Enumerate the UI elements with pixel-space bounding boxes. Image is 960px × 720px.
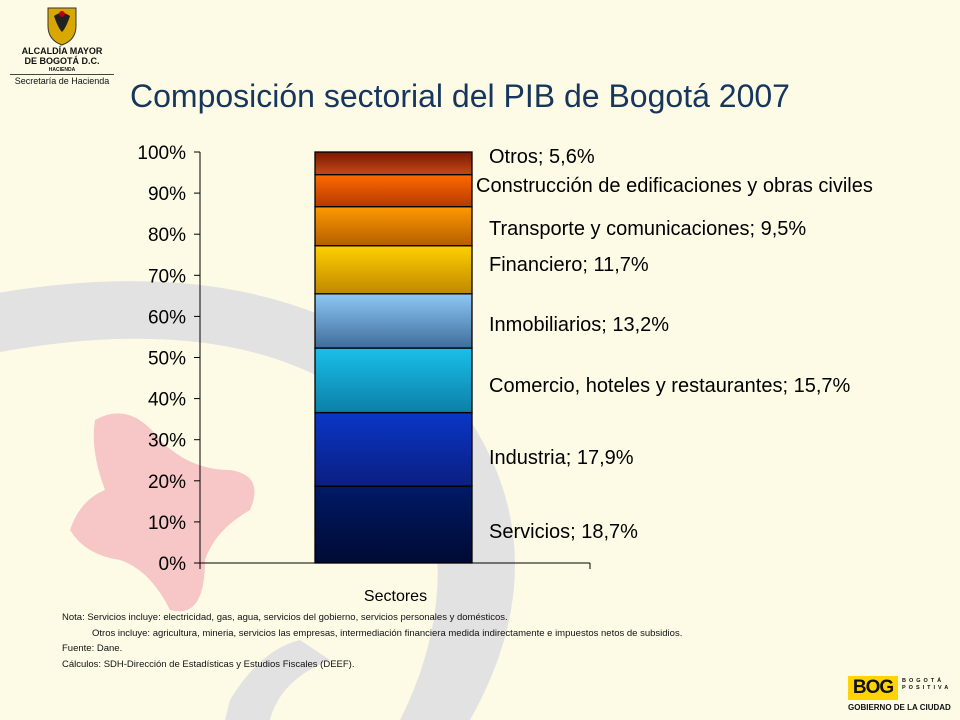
chart-title: Composición sectorial del PIB de Bogotá … [130,78,790,114]
note-source: Fuente: Dane. [62,643,123,654]
logo-line-3: HACIENDA [48,67,76,73]
logo-line-1: ALCALDÍA MAYOR [21,46,103,56]
bar-segment-comercio, [314,347,473,414]
bar-segment-otros [314,151,473,176]
data-label-financiero: Financiero; 11,7% [489,254,649,276]
y-tick-label: 40% [148,390,186,411]
data-label-transporte: Transporte y comunicaciones; 9,5% [489,218,806,240]
y-tick-label: 80% [148,225,186,246]
chart-labels: Servicios; 18,7% Industria; 17,9% Comercio… [476,146,873,543]
y-tick-label: 100% [137,143,186,164]
brand-logo-text: BOG [848,676,898,700]
note-line-2: Otros incluye: agricultura, mineria, ser… [92,627,683,639]
bar-segment-transporte [314,206,473,247]
chart-bars [314,151,473,564]
decor-cross-icon [70,413,255,612]
y-tick-label: 10% [148,513,186,534]
y-tick-label: 90% [148,184,186,205]
y-tick-label: 50% [148,349,186,370]
logo-line-4: Secretaría de Hacienda [10,74,114,87]
bar-segment-construcción [314,173,473,208]
bar-segment-inmobiliarios [314,293,473,349]
decor-arc-lower [225,640,330,720]
y-tick-label: 20% [148,472,186,493]
chart-axes: 0% 10% 20% 30% 40% 50% 60% 70% 80% 90% 100% Sectore… [137,143,591,605]
note-line-1: Nota: Servicios incluye: electricidad, g… [62,612,508,623]
data-label-otros: Otros; 5,6% [489,146,595,168]
data-label-comercio,: Comercio, hoteles y restaurantes; 15,7% [489,375,851,397]
institution-logo: ALCALDÍA MAYOR DE BOGOTÁ D.C. HACIENDA S… [6,4,118,96]
bar-segment-financiero [314,245,473,295]
y-tick-label: 70% [148,266,186,287]
data-label-servicios: Servicios; 18,7% [489,521,638,543]
y-tick-label: 0% [159,554,187,575]
coat-of-arms-icon [47,7,77,46]
note-calculations: Cálculos: SDH-Dirección de Estadísticas … [62,658,355,670]
brand-tagline: BOGOTÁ POSITIVA [902,678,952,691]
x-category-label: Sectores [364,588,427,605]
data-label-inmobiliarios: Inmobiliarios; 13,2% [489,314,669,336]
y-tick-label: 60% [148,307,186,328]
y-tick-label: 30% [148,431,186,452]
data-label-industria: Industria; 17,9% [489,447,634,469]
bar-segment-servicios [314,485,473,564]
chart-notes: Nota: Servicios incluye: electricidad, g… [62,610,882,672]
brand-city-text: GOBIERNO DE LA CIUDAD [848,703,951,712]
bar-segment-industria [314,411,473,487]
bogota-positiva-logo: BOG BOGOTÁ POSITIVA GOBIERNO DE LA CIUDA… [848,676,956,716]
logo-line-2: DE BOGOTÁ D.C. [24,56,100,66]
data-label-construcción: Construcción de edificaciones y obras ci… [476,175,873,197]
